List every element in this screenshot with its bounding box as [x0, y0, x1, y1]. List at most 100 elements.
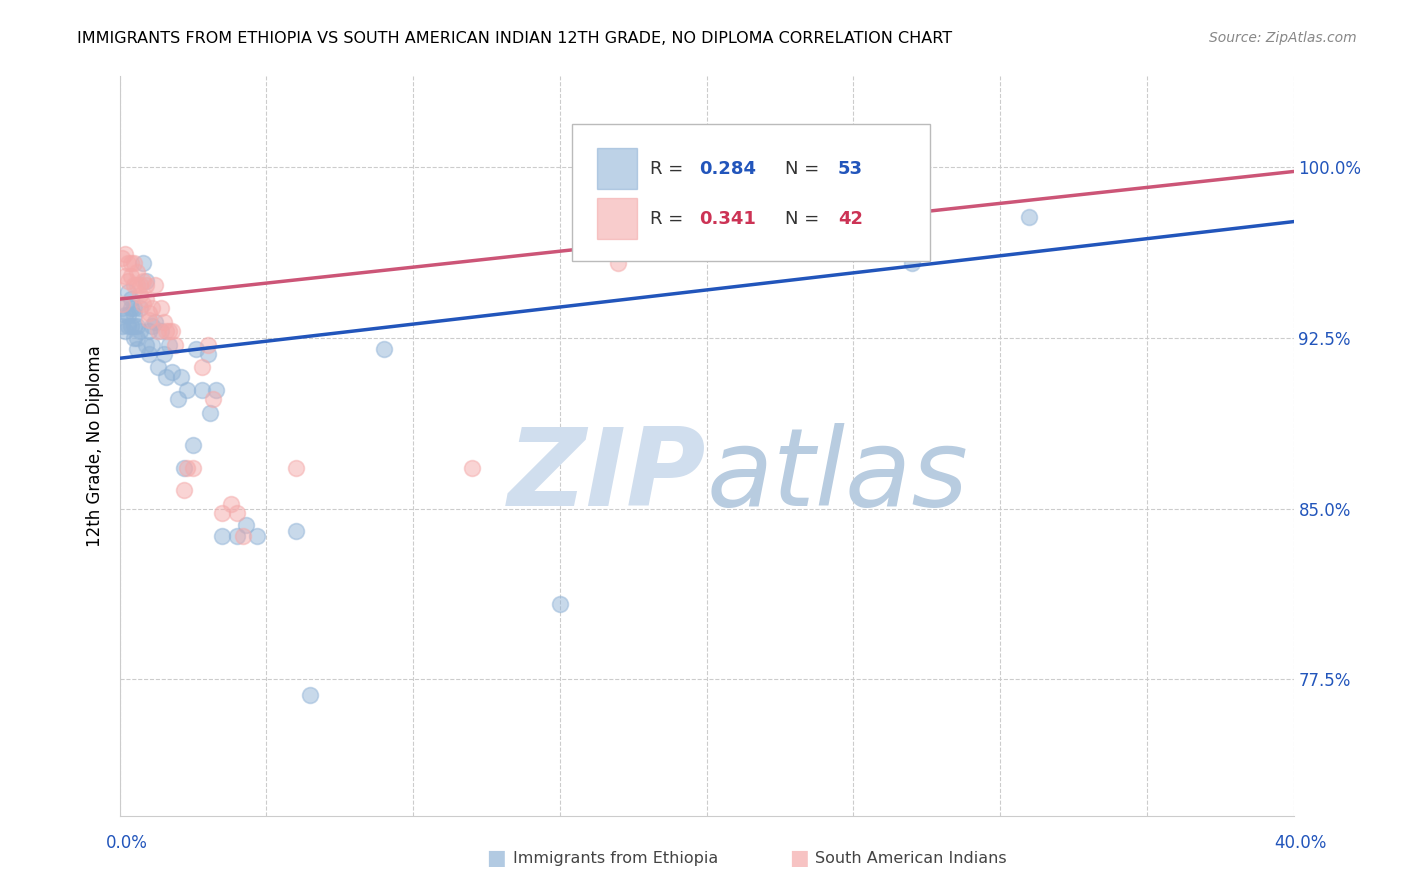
Y-axis label: 12th Grade, No Diploma: 12th Grade, No Diploma	[86, 345, 104, 547]
Point	[1018, 210, 1040, 224]
Point	[135, 337, 157, 351]
Point	[157, 337, 180, 351]
FancyBboxPatch shape	[598, 198, 637, 239]
Point	[170, 369, 193, 384]
Point	[122, 301, 145, 315]
Point	[181, 438, 204, 452]
Point	[173, 483, 195, 498]
Point	[129, 287, 152, 301]
Point	[129, 278, 152, 293]
Point	[117, 274, 139, 288]
Text: IMMIGRANTS FROM ETHIOPIA VS SOUTH AMERICAN INDIAN 12TH GRADE, NO DIPLOMA CORRELA: IMMIGRANTS FROM ETHIOPIA VS SOUTH AMERIC…	[77, 31, 952, 46]
Text: 0.284: 0.284	[699, 160, 756, 178]
Point	[205, 383, 228, 397]
Point	[155, 369, 177, 384]
Point	[135, 274, 157, 288]
Point	[135, 292, 157, 306]
Point	[132, 274, 155, 288]
Text: ZIP: ZIP	[508, 423, 707, 529]
Point	[157, 324, 180, 338]
Point	[176, 383, 198, 397]
Point	[284, 524, 307, 539]
Point	[114, 324, 136, 338]
Point	[120, 301, 142, 315]
Text: atlas: atlas	[707, 423, 969, 528]
Point	[141, 301, 163, 315]
Point	[155, 324, 177, 338]
Point	[129, 301, 152, 315]
Point	[143, 315, 166, 329]
Point	[141, 337, 163, 351]
Point	[299, 689, 322, 703]
Point	[135, 278, 157, 293]
Point	[111, 319, 134, 334]
Text: 0.0%: 0.0%	[105, 834, 148, 852]
Point	[211, 506, 233, 520]
Point	[143, 278, 166, 293]
Text: N =: N =	[785, 160, 825, 178]
Point	[190, 383, 212, 397]
Text: N =: N =	[785, 210, 825, 227]
Point	[211, 529, 233, 543]
Text: 0.341: 0.341	[699, 210, 756, 227]
FancyBboxPatch shape	[598, 148, 637, 189]
Point	[117, 308, 139, 322]
Text: 42: 42	[838, 210, 863, 227]
Point	[122, 319, 145, 334]
Point	[149, 301, 172, 315]
Point	[235, 517, 257, 532]
Point	[127, 319, 149, 334]
Point	[111, 296, 134, 310]
Point	[127, 265, 149, 279]
Point	[197, 347, 219, 361]
Point	[232, 529, 254, 543]
Point	[129, 324, 152, 338]
Point	[460, 460, 484, 475]
Text: ■: ■	[486, 848, 506, 868]
Point	[167, 392, 190, 407]
Point	[149, 324, 172, 338]
Point	[120, 319, 142, 334]
Point	[152, 315, 174, 329]
Text: South American Indians: South American Indians	[815, 851, 1007, 865]
Point	[373, 342, 395, 356]
Point	[197, 337, 219, 351]
Point	[114, 246, 136, 260]
Point	[127, 278, 149, 293]
Text: 53: 53	[838, 160, 863, 178]
Point	[122, 308, 145, 322]
Point	[120, 292, 142, 306]
Point	[127, 342, 149, 356]
Point	[138, 306, 160, 320]
Point	[141, 319, 163, 334]
Point	[146, 360, 169, 375]
Point	[219, 497, 242, 511]
Point	[162, 324, 184, 338]
Point	[132, 255, 155, 269]
Text: R =: R =	[650, 160, 689, 178]
Point	[111, 301, 134, 315]
Point	[152, 347, 174, 361]
Point	[117, 255, 139, 269]
Point	[284, 460, 307, 475]
Point	[162, 365, 184, 379]
Point	[146, 324, 169, 338]
Point	[225, 529, 249, 543]
Text: ■: ■	[789, 848, 808, 868]
Point	[132, 296, 155, 310]
Point	[190, 360, 212, 375]
Point	[548, 597, 571, 611]
Point	[120, 269, 142, 284]
Point	[111, 251, 134, 265]
FancyBboxPatch shape	[571, 124, 929, 260]
Point	[122, 278, 145, 293]
Point	[901, 255, 924, 269]
Point	[173, 460, 195, 475]
Text: R =: R =	[650, 210, 689, 227]
Text: Source: ZipAtlas.com: Source: ZipAtlas.com	[1209, 31, 1357, 45]
Point	[165, 337, 187, 351]
Point	[138, 324, 160, 338]
Point	[114, 269, 136, 284]
Point	[114, 308, 136, 322]
Point	[127, 331, 149, 345]
